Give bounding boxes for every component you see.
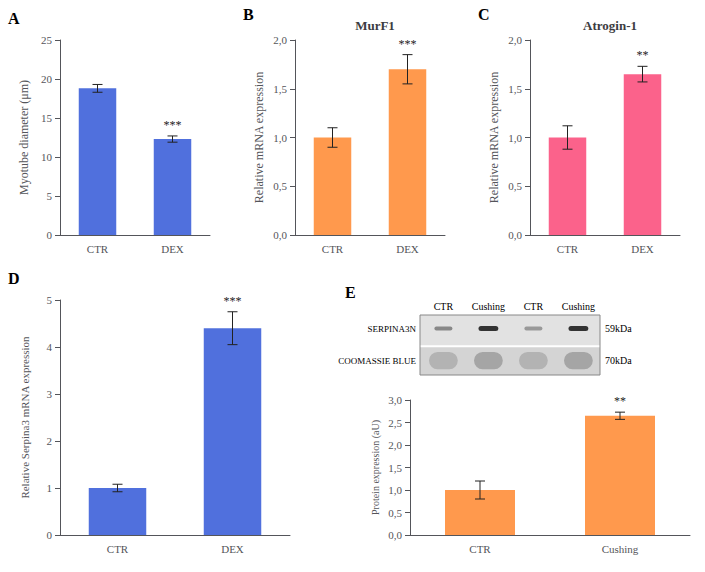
svg-text:Cushing: Cushing	[602, 543, 639, 555]
svg-text:3,0: 3,0	[388, 394, 402, 406]
svg-text:E: E	[345, 284, 356, 301]
svg-text:2,0: 2,0	[273, 34, 287, 46]
svg-text:0,5: 0,5	[388, 507, 402, 519]
svg-text:CTR: CTR	[524, 301, 544, 312]
svg-text:Myotube diameter (μm): Myotube diameter (μm)	[17, 80, 31, 195]
svg-text:4: 4	[47, 341, 53, 353]
svg-text:**: **	[637, 48, 649, 62]
svg-text:0,5: 0,5	[273, 180, 287, 192]
svg-text:3: 3	[47, 388, 53, 400]
svg-text:**: **	[614, 394, 626, 408]
svg-text:1,5: 1,5	[508, 83, 522, 95]
svg-text:2,0: 2,0	[508, 34, 522, 46]
svg-text:1,0: 1,0	[508, 132, 522, 144]
svg-text:0: 0	[47, 229, 53, 241]
svg-text:***: ***	[399, 37, 417, 51]
svg-text:A: A	[8, 10, 20, 27]
svg-text:Protein expression (aU): Protein expression (aU)	[370, 420, 382, 515]
svg-text:DEX: DEX	[221, 543, 244, 555]
svg-text:DEX: DEX	[396, 243, 419, 255]
svg-text:COOMASSIE BLUE: COOMASSIE BLUE	[338, 356, 416, 366]
svg-text:MurF1: MurF1	[355, 18, 395, 33]
svg-text:1: 1	[47, 482, 53, 494]
svg-text:1,5: 1,5	[388, 462, 402, 474]
svg-text:CTR: CTR	[87, 243, 109, 255]
svg-text:CTR: CTR	[322, 243, 344, 255]
svg-text:2,5: 2,5	[388, 417, 402, 429]
svg-text:CTR: CTR	[434, 301, 454, 312]
svg-text:Cushing: Cushing	[562, 301, 595, 312]
svg-text:C: C	[478, 6, 490, 23]
svg-text:Cushing: Cushing	[472, 301, 505, 312]
svg-text:5: 5	[47, 294, 53, 306]
svg-text:0,0: 0,0	[273, 229, 287, 241]
svg-text:1,0: 1,0	[388, 484, 402, 496]
svg-text:0,0: 0,0	[388, 529, 402, 541]
svg-text:Atrogin-1: Atrogin-1	[583, 18, 637, 33]
svg-text:25: 25	[41, 34, 53, 46]
svg-text:Relative mRNA expression: Relative mRNA expression	[487, 72, 501, 203]
svg-text:Relative mRNA expression: Relative mRNA expression	[252, 72, 266, 203]
svg-text:59kDa: 59kDa	[605, 323, 632, 334]
svg-text:1,5: 1,5	[273, 83, 287, 95]
svg-text:D: D	[8, 270, 20, 287]
svg-text:70kDa: 70kDa	[605, 355, 632, 366]
svg-text:1,0: 1,0	[273, 132, 287, 144]
svg-text:CTR: CTR	[469, 543, 491, 555]
svg-text:***: ***	[224, 294, 242, 308]
svg-text:CTR: CTR	[557, 243, 579, 255]
svg-text:15: 15	[41, 112, 53, 124]
svg-text:B: B	[243, 6, 254, 23]
svg-text:2,0: 2,0	[388, 439, 402, 451]
svg-text:2: 2	[47, 435, 53, 447]
svg-text:SERPINA3N: SERPINA3N	[367, 324, 416, 334]
svg-text:0: 0	[47, 529, 53, 541]
svg-text:0,5: 0,5	[508, 180, 522, 192]
svg-text:***: ***	[164, 118, 182, 132]
svg-text:0,0: 0,0	[508, 229, 522, 241]
svg-text:20: 20	[41, 73, 53, 85]
svg-text:5: 5	[47, 190, 53, 202]
svg-text:10: 10	[41, 151, 53, 163]
svg-text:Relative Serpina3 mRNA express: Relative Serpina3 mRNA expression	[19, 336, 31, 499]
svg-text:DEX: DEX	[631, 243, 654, 255]
svg-text:DEX: DEX	[161, 243, 184, 255]
svg-text:CTR: CTR	[107, 543, 129, 555]
